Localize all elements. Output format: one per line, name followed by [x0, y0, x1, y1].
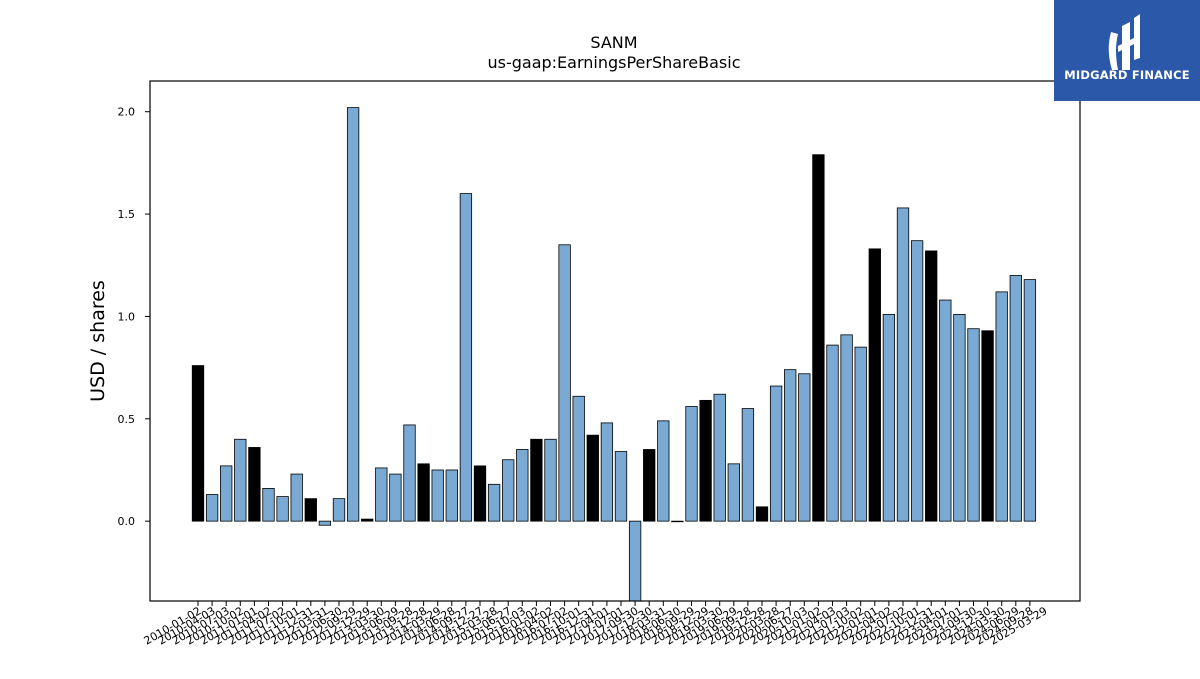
brand-name: MIDGARD FINANCE [1064, 68, 1190, 82]
logo-mark-icon [1108, 14, 1140, 70]
bar [262, 488, 275, 522]
bar [840, 334, 853, 522]
bar [318, 520, 332, 526]
bar [854, 346, 867, 522]
bar [981, 330, 994, 522]
y-axis-label: USD / shares [87, 280, 109, 402]
bar [910, 240, 924, 522]
y-tick-label: 2.0 [118, 106, 136, 119]
bar [558, 244, 571, 522]
bar [304, 498, 317, 522]
y-tick-label: 0.5 [118, 413, 136, 426]
bar [191, 365, 205, 522]
bar [868, 248, 881, 522]
bar [882, 313, 896, 522]
bar [953, 313, 966, 522]
bar [431, 469, 444, 522]
chart-title: SANM [590, 33, 637, 52]
bar [784, 369, 797, 522]
bar [614, 451, 628, 522]
bar [248, 447, 261, 522]
bar [1009, 275, 1022, 522]
bar [586, 434, 599, 522]
bar [544, 438, 557, 522]
bar [572, 395, 585, 522]
bar [530, 438, 543, 522]
bar [459, 193, 473, 522]
bar [205, 494, 219, 522]
bar [346, 107, 360, 522]
bar [925, 250, 938, 522]
bar [487, 483, 501, 522]
bar [755, 506, 769, 522]
bar [417, 463, 430, 522]
brand-logo: MIDGARD FINANCE [1054, 0, 1200, 101]
y-tick-label: 1.0 [118, 310, 136, 323]
bar [826, 344, 839, 522]
bar [769, 385, 783, 522]
bar [234, 438, 247, 522]
chart-subtitle: us-gaap:EarningsPerShareBasic [487, 53, 740, 72]
y-tick-label: 0.0 [118, 515, 136, 528]
bar [473, 465, 487, 522]
chart-marks: 0.00.51.01.52.02010-01-022010-04-032010-… [118, 106, 1050, 648]
bar [939, 299, 952, 522]
bar [403, 424, 416, 522]
bar [967, 328, 980, 522]
bar [685, 406, 698, 522]
bar [727, 463, 740, 522]
bar [276, 496, 289, 522]
bar [671, 520, 684, 523]
bar [290, 473, 303, 522]
bar [516, 449, 529, 522]
bar [713, 393, 726, 522]
bar [220, 465, 233, 522]
bar [812, 154, 825, 522]
bar [332, 498, 346, 522]
bar [1023, 279, 1037, 522]
bar [798, 373, 811, 522]
bar [628, 520, 642, 602]
bar [741, 408, 755, 522]
bar [643, 449, 656, 522]
bar [657, 420, 670, 522]
bar [502, 459, 515, 522]
bar [600, 422, 614, 522]
plot-frame [149, 80, 1081, 602]
y-tick-label: 1.5 [118, 208, 136, 221]
bar [896, 207, 910, 522]
bar [361, 518, 374, 522]
bar [389, 473, 402, 522]
bar [375, 467, 388, 522]
bar [699, 399, 712, 522]
bar [995, 291, 1008, 522]
bar [445, 469, 458, 522]
